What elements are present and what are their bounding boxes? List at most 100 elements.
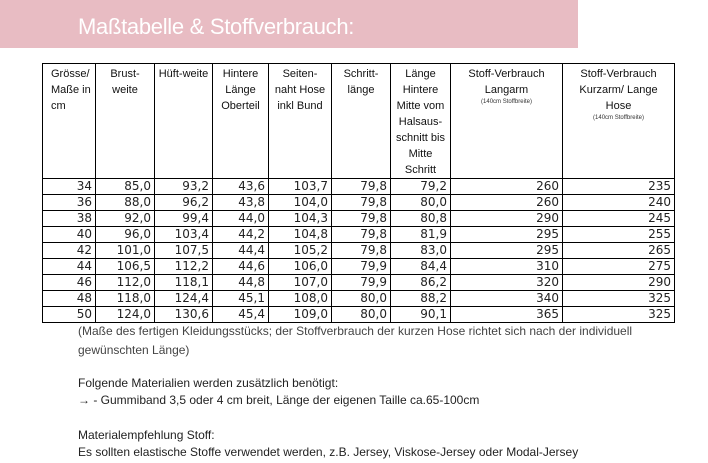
table-cell: 83,0 [390,242,451,259]
table-cell: 43,6 [212,178,269,195]
table-cell: 44,6 [212,258,269,275]
table-cell: 295 [450,226,563,243]
column-header: Schritt-länge [331,63,391,179]
table-cell: 50 [42,306,96,323]
table-cell: 79,9 [331,258,391,275]
table-row: 46 112,0 118,1 44,8 107,0 79,9 86,2 320 290 [42,274,675,291]
table-cell: 310 [450,258,563,275]
table-cell: 106,5 [95,258,155,275]
table-row: 34 85,0 93,2 43,6 103,7 79,8 79,2 260 235 [42,178,675,195]
table-cell: 295 [450,242,563,259]
column-header-label: Stoff-Verbrauch Kurzarm/ Lange Hose [579,68,658,112]
table-cell: 45,1 [212,290,269,307]
table-cell: 84,4 [390,258,451,275]
table-cell: 93,2 [154,178,213,195]
recommendation-heading: Materialempfehlung Stoff: [78,428,215,442]
table-cell: 80,0 [331,306,391,323]
table-cell: 118,0 [95,290,155,307]
table-cell: 96,0 [95,226,155,243]
table-cell: 275 [562,258,675,275]
column-header-label: Hüft-weite [158,68,209,80]
table-cell: 88,2 [390,290,451,307]
table-cell: 108,0 [268,290,332,307]
table-cell: 104,0 [268,194,332,211]
table-cell: 45,4 [212,306,269,323]
table-cell: 80,0 [331,290,391,307]
table-cell: 44,8 [212,274,269,291]
table-cell: 85,0 [95,178,155,195]
table-cell: 290 [450,210,563,227]
table-cell: 260 [450,178,563,195]
table-cell: 48 [42,290,96,307]
table-cell: 245 [562,210,675,227]
column-header-note: (140cm Stoffbreite) [481,99,532,105]
table-cell: 109,0 [268,306,332,323]
column-header: Grösse/ Maße in cm [42,63,96,179]
materials-heading: Folgende Materialien werden zusätzlich b… [78,376,339,390]
column-header: Hüft-weite [154,63,213,179]
table-cell: 79,8 [331,194,391,211]
column-header: Stoff-Verbrauch Langarm (140cm Stoffbreit… [450,63,563,179]
table-cell: 79,2 [390,178,451,195]
column-header: Länge Hintere Mitte vom Halsaus-schnitt … [390,63,451,179]
title-banner: Maßtabelle & Stoffverbrauch: [0,0,578,48]
column-header-note: (140cm Stoffbreite) [593,115,644,121]
table-cell: 36 [42,194,96,211]
table-cell: 320 [450,274,563,291]
table-cell: 103,7 [268,178,332,195]
page-title: Maßtabelle & Stoffverbrauch: [78,14,355,39]
table-cell: 79,9 [331,274,391,291]
table-cell: 325 [562,306,675,323]
table-cell: 79,8 [331,178,391,195]
column-header-label: Stoff-Verbrauch Langarm [468,68,545,96]
table-cell: 81,9 [390,226,451,243]
table-cell: 112,0 [95,274,155,291]
column-header-label: Brust-weite [110,68,140,96]
table-cell: 107,0 [268,274,332,291]
table-row: 38 92,0 99,4 44,0 104,3 79,8 80,8 290 245 [42,210,675,227]
table-cell: 80,8 [390,210,451,227]
table-cell: 44,2 [212,226,269,243]
table-cell: 255 [562,226,675,243]
table-cell: 80,0 [390,194,451,211]
table-cell: 104,8 [268,226,332,243]
table-cell: 86,2 [390,274,451,291]
table-cell: 44,0 [212,210,269,227]
table-cell: 34 [42,178,96,195]
table-cell: 79,8 [331,226,391,243]
table-row: 36 88,0 96,2 43,8 104,0 79,8 80,0 260 240 [42,194,675,211]
materials-item: → - Gummiband 3,5 oder 4 cm breit, Länge… [78,393,480,407]
table-row: 50 124,0 130,6 45,4 109,0 80,0 90,1 365 325 [42,306,675,323]
table-cell: 38 [42,210,96,227]
table-cell: 103,4 [154,226,213,243]
table-cell: 365 [450,306,563,323]
table-cell: 290 [562,274,675,291]
table-cell: 235 [562,178,675,195]
column-header: Brust-weite [95,63,155,179]
table-cell: 88,0 [95,194,155,211]
table-cell: 43,8 [212,194,269,211]
column-header-label: Schritt-länge [343,68,379,96]
column-header-label: Seiten-naht Hose inkl Bund [274,68,326,112]
table-body: 34 85,0 93,2 43,6 103,7 79,8 79,2 260 235 36 88,0 9… [42,178,675,323]
column-header: Seiten-naht Hose inkl Bund [268,63,332,179]
table-header-row: Grösse/ Maße in cm Brust-weite Hüft-weite H… [42,63,675,179]
table-cell: 260 [450,194,563,211]
column-header-label: Grösse/ Maße in cm [51,68,91,112]
table-cell: 99,4 [154,210,213,227]
table-cell: 92,0 [95,210,155,227]
table-cell: 96,2 [154,194,213,211]
table-row: 44 106,5 112,2 44,6 106,0 79,9 84,4 310 275 [42,258,675,275]
table-cell: 46 [42,274,96,291]
table-cell: 124,0 [95,306,155,323]
table-cell: 118,1 [154,274,213,291]
column-header-label: Länge Hintere Mitte vom Halsaus-schnitt … [396,68,445,176]
table-cell: 101,0 [95,242,155,259]
table-note: (Maße des fertigen Kleidungsstücks; der … [78,324,633,357]
table-cell: 124,4 [154,290,213,307]
table-cell: 240 [562,194,675,211]
table-cell: 44,4 [212,242,269,259]
table-cell: 130,6 [154,306,213,323]
table-row: 42 101,0 107,5 44,4 105,2 79,8 83,0 295 265 [42,242,675,259]
table-cell: 90,1 [390,306,451,323]
